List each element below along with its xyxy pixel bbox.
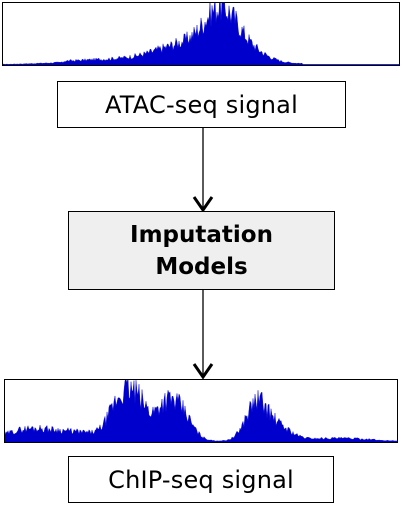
atac-label-box: ATAC-seq signal	[57, 81, 346, 128]
chip-label-box: ChIP-seq signal	[68, 456, 334, 503]
imputation-models-box: Imputation Models	[68, 211, 335, 290]
chip-signal-plot	[5, 380, 397, 442]
atac-signal-plot	[3, 3, 399, 65]
atac-signal-track	[2, 2, 400, 66]
chip-signal-track	[4, 379, 398, 443]
model-label-line1: Imputation	[130, 221, 273, 248]
atac-label: ATAC-seq signal	[105, 90, 298, 119]
chip-label: ChIP-seq signal	[108, 465, 294, 494]
model-label-line2: Models	[155, 253, 248, 280]
